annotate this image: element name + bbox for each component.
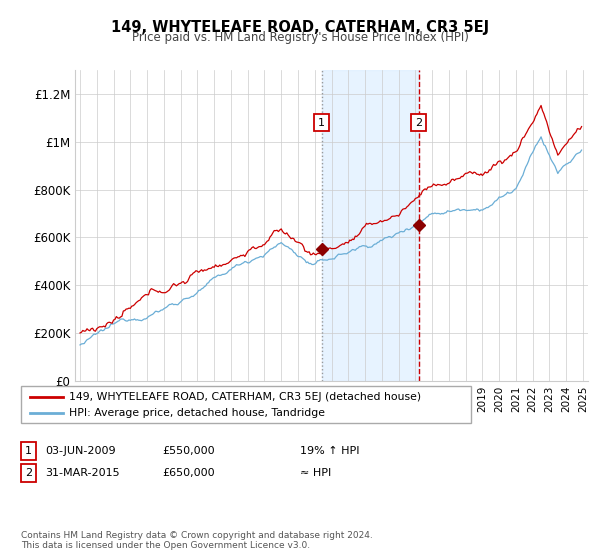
Text: Contains HM Land Registry data © Crown copyright and database right 2024.
This d: Contains HM Land Registry data © Crown c… xyxy=(21,530,373,550)
Text: Price paid vs. HM Land Registry's House Price Index (HPI): Price paid vs. HM Land Registry's House … xyxy=(131,31,469,44)
Text: £550,000: £550,000 xyxy=(162,446,215,456)
Text: HPI: Average price, detached house, Tandridge: HPI: Average price, detached house, Tand… xyxy=(69,408,325,418)
Text: 1: 1 xyxy=(25,446,32,456)
Text: ≈ HPI: ≈ HPI xyxy=(300,468,331,478)
Text: 2: 2 xyxy=(25,468,32,478)
Text: 03-JUN-2009: 03-JUN-2009 xyxy=(45,446,116,456)
Text: 2: 2 xyxy=(415,118,422,128)
Text: 149, WHYTELEAFE ROAD, CATERHAM, CR3 5EJ: 149, WHYTELEAFE ROAD, CATERHAM, CR3 5EJ xyxy=(111,20,489,35)
Text: 149, WHYTELEAFE ROAD, CATERHAM, CR3 5EJ (detached house): 149, WHYTELEAFE ROAD, CATERHAM, CR3 5EJ … xyxy=(69,391,421,402)
Text: 1: 1 xyxy=(318,118,325,128)
Text: £650,000: £650,000 xyxy=(162,468,215,478)
Text: 19% ↑ HPI: 19% ↑ HPI xyxy=(300,446,359,456)
Bar xyxy=(322,70,419,381)
Text: 31-MAR-2015: 31-MAR-2015 xyxy=(45,468,119,478)
